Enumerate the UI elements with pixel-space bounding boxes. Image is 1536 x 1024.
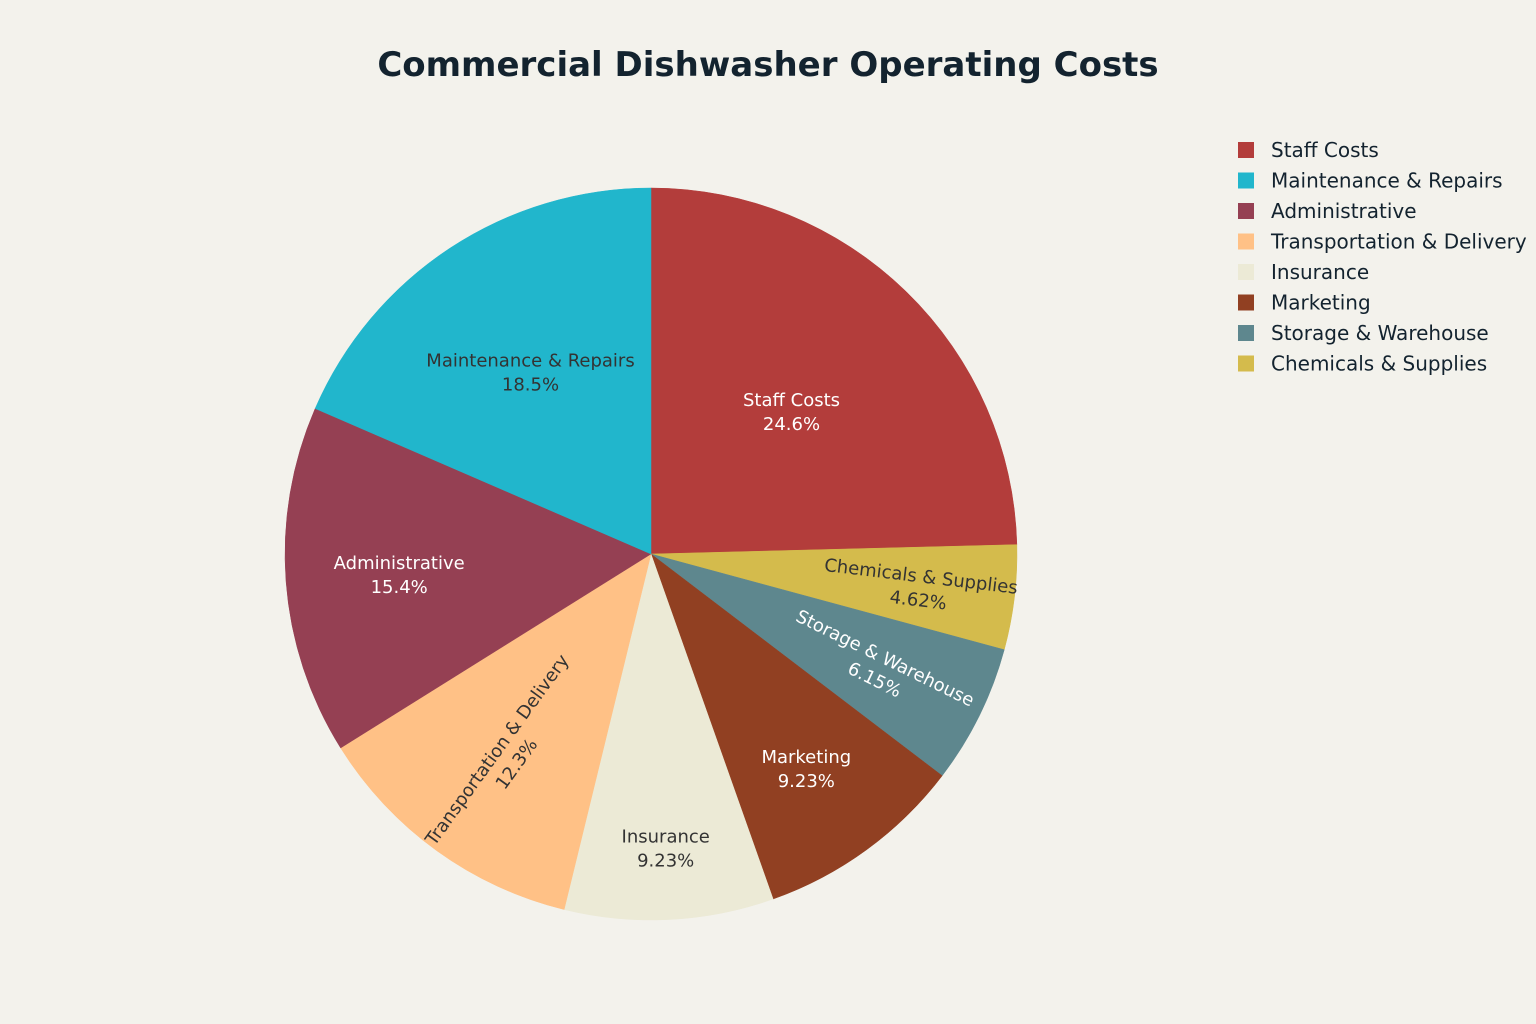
legend-item-insurance[interactable]: Insurance: [1238, 260, 1369, 284]
slice-label-value: 9.23%: [778, 771, 835, 792]
slice-label-maintenance-and-repairs: Maintenance & Repairs 18.5%: [426, 350, 634, 395]
legend-swatch: [1238, 325, 1254, 341]
legend-item-staff-costs[interactable]: Staff Costs: [1238, 138, 1379, 162]
pie-slices: [284, 187, 1018, 921]
chart-title: Commercial Dishwasher Operating Costs: [377, 45, 1158, 85]
legend-label: Marketing: [1271, 291, 1371, 315]
legend-swatch: [1238, 264, 1254, 280]
legend-label: Chemicals & Supplies: [1271, 352, 1487, 376]
slice-label-value: 18.5%: [502, 374, 559, 395]
slice-label-staff-costs: Staff Costs 24.6%: [743, 390, 840, 435]
legend: Staff Costs Maintenance & Repairs Administ…: [1238, 138, 1527, 376]
legend-item-transportation-and-delivery[interactable]: Transportation & Delivery: [1238, 230, 1527, 254]
pie-slice-transportation-and-delivery: [340, 553, 652, 910]
legend-item-chemicals-and-supplies[interactable]: Chemicals & Supplies: [1238, 352, 1487, 376]
slice-label-marketing: Marketing 9.23%: [761, 747, 851, 792]
legend-swatch: [1238, 172, 1254, 189]
slice-label-value: 24.6%: [763, 414, 820, 435]
legend-label: Maintenance & Repairs: [1271, 169, 1503, 193]
pie-slice-staff-costs: [650, 187, 1018, 555]
legend-item-administrative[interactable]: Administrative: [1238, 199, 1417, 223]
legend-label: Transportation & Delivery: [1270, 230, 1527, 254]
legend-swatch: [1238, 203, 1254, 219]
pie-slice-maintenance-and-repairs: [314, 187, 652, 555]
pie-slice-storage-and-warehouse: [650, 553, 1005, 777]
slice-label-insurance: Insurance 9.23%: [622, 826, 710, 871]
legend-label: Storage & Warehouse: [1271, 321, 1489, 345]
legend-label: Insurance: [1271, 260, 1369, 284]
legend-label: Staff Costs: [1271, 138, 1379, 162]
slice-label-name: Maintenance & Repairs: [426, 350, 634, 371]
legend-item-marketing[interactable]: Marketing: [1238, 291, 1371, 315]
legend-swatch: [1238, 233, 1254, 250]
pie-slice-administrative: [284, 408, 652, 749]
legend-swatch: [1238, 294, 1254, 311]
legend-label: Administrative: [1271, 199, 1417, 223]
legend-swatch: [1238, 142, 1254, 158]
pie-slice-insurance: [563, 553, 774, 921]
slice-label-name: Insurance: [622, 826, 710, 847]
legend-item-maintenance-and-repairs[interactable]: Maintenance & Repairs: [1238, 169, 1503, 193]
slice-label-name: Staff Costs: [743, 390, 840, 411]
slice-label-name: Administrative: [334, 553, 465, 574]
slice-label-administrative: Administrative 15.4%: [334, 553, 465, 598]
legend-item-storage-and-warehouse[interactable]: Storage & Warehouse: [1238, 321, 1489, 345]
slice-label-value: 9.23%: [637, 850, 694, 871]
legend-swatch: [1238, 355, 1254, 372]
slice-label-name: Marketing: [761, 747, 851, 768]
slice-label-value: 15.4%: [371, 577, 428, 598]
pie-slice-marketing: [650, 553, 943, 900]
